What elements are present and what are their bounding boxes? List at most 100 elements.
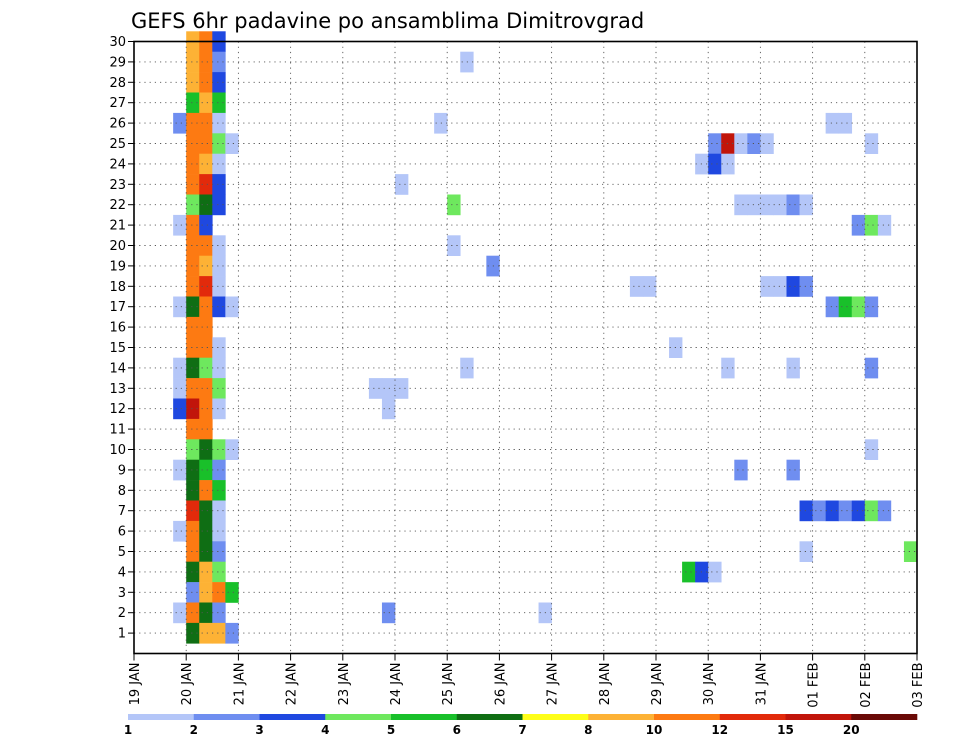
heatmap-cell-m24-d11 (708, 153, 722, 175)
y-tick-label: 4 (118, 565, 126, 580)
heatmap-cell-m14-d1 (186, 357, 200, 379)
heatmap-cell-m25-d11 (708, 133, 722, 154)
heatmap-cell-m17-d1.75 (225, 296, 239, 318)
heatmap-cell-m7-d13.5 (838, 500, 853, 522)
legend-swatch-10 (785, 714, 852, 720)
grid-lines (134, 41, 917, 654)
y-tick-label: 5 (118, 545, 126, 560)
heatmap-cell-m22-d1 (186, 194, 200, 216)
heatmap-cell-m7-d13 (812, 500, 826, 522)
heatmap-cell-m7-d14 (864, 500, 879, 522)
heatmap-cell-m21-d0.75 (173, 214, 187, 236)
heatmap-cell-m7-d1 (186, 500, 200, 522)
heatmap-cell-m4-d1.25 (199, 561, 213, 583)
heatmap-cell-m4-d1 (186, 561, 200, 583)
x-tick-label: 21 JAN (232, 663, 247, 706)
heatmap-cell-m5-d14.75 (903, 541, 918, 562)
y-tick-label: 10 (109, 443, 126, 458)
heatmap-cell-m10-d1 (186, 439, 200, 460)
x-tick-label: 22 JAN (285, 663, 300, 706)
heatmap-cell-m14-d1.5 (212, 357, 226, 379)
heatmap-cell-m9-d1 (186, 459, 200, 481)
heatmap-cell-m2-d1.25 (199, 602, 213, 624)
heatmap-cell-m20-d1 (186, 235, 200, 256)
heatmap-cell-m16-d1.25 (199, 316, 213, 338)
y-tick-label: 26 (109, 117, 126, 132)
heatmap-cell-m7-d13.25 (825, 500, 839, 522)
y-tick-label: 19 (109, 259, 126, 274)
heatmap-cell-m6-d0.75 (173, 520, 187, 542)
heatmap-cell-m18-d1.25 (199, 276, 213, 297)
heatmap-cell-m25-d1 (186, 133, 200, 154)
heatmap-cell-m15-d1.25 (199, 337, 213, 358)
heatmap-cell-m17-d1.25 (199, 296, 213, 318)
heatmap-cell-m13-d1.5 (212, 378, 226, 399)
heatmap-cell-m21-d14.25 (877, 214, 892, 236)
color-legend: 1 2 3 4 5 6 7 8 10 12 15 20 (124, 714, 918, 737)
heatmap-cell-m3-d1.25 (199, 582, 213, 603)
heatmap-cell-m18-d1.5 (212, 276, 226, 297)
heatmap-cell-m3-d1.75 (225, 582, 239, 603)
x-tick-label: 03 FEB (911, 663, 926, 708)
legend-label-5: 6 (453, 723, 461, 737)
heatmap-cell-m15-d1.5 (212, 337, 226, 358)
x-tick-label: 19 JAN (128, 663, 143, 706)
heatmap-cell-m1-d1.5 (212, 622, 226, 644)
heatmap-cell-m14-d12.5 (786, 357, 800, 379)
heatmap-cell-m22-d6 (447, 194, 461, 216)
y-tick-label: 6 (118, 525, 126, 540)
heatmap-cell-m26-d13.25 (825, 112, 839, 134)
heatmap-cell-m22-d12 (760, 194, 774, 216)
legend-swatch-4 (391, 714, 458, 720)
heatmap-cell-m13-d1.25 (199, 378, 213, 399)
heatmap-cell-m8-d1.5 (212, 480, 226, 501)
y-tick-label: 20 (109, 239, 126, 254)
heatmap-cell-m10-d1.25 (199, 439, 213, 460)
y-tick-label: 3 (118, 586, 126, 601)
y-tick-label: 28 (109, 76, 126, 91)
x-tick-label: 30 JAN (702, 663, 717, 706)
heatmap-cell-m6-d1 (186, 520, 200, 542)
heatmap-cell-m13-d4.75 (381, 378, 396, 399)
heatmap-cell-m17-d1 (186, 296, 200, 318)
heatmap-cell-m9-d1.25 (199, 459, 213, 481)
x-tick-label: 23 JAN (337, 663, 352, 706)
heatmap-cell-m23-d1.25 (199, 174, 213, 195)
heatmap-cell-m26-d1 (186, 112, 200, 134)
heatmap-cell-m21-d1 (186, 214, 200, 236)
heatmap-cell-m7-d13.75 (851, 500, 866, 522)
heatmap-cell-m5-d12.75 (799, 541, 813, 562)
heatmap-cell-m7-d1.5 (212, 500, 226, 522)
y-tick-label: 25 (109, 137, 126, 152)
heatmap-cell-m13-d1 (186, 378, 200, 399)
x-tick-label: 01 FEB (807, 663, 822, 708)
heatmap-cell-m19-d1 (186, 255, 200, 277)
heatmap-cell-m28-d1.25 (199, 72, 213, 93)
heatmap-cell-m9-d11.5 (734, 459, 748, 481)
heatmap-cell-m13-d0.75 (173, 378, 187, 399)
heatmap-cell-m18-d9.5 (629, 276, 644, 297)
heatmap-cell-m9-d1.5 (212, 459, 226, 481)
y-tick-label: 13 (109, 382, 126, 397)
heatmap-cell-m21-d1.25 (199, 214, 213, 236)
legend-label-3: 4 (321, 723, 329, 737)
heatmap-cell-m3-d1.5 (212, 582, 226, 603)
y-tick-label: 14 (109, 361, 126, 376)
heatmap-cell-m12-d1.25 (199, 398, 213, 420)
heatmap-cell-m14-d14 (864, 357, 879, 379)
x-tick-label: 29 JAN (650, 663, 665, 706)
heatmap-cell-m1-d1 (186, 622, 200, 644)
heatmap-cell-m6-d1.5 (212, 520, 226, 542)
heatmap-cell-m17-d1.5 (212, 296, 226, 318)
heatmap-cell-m7-d1.25 (199, 500, 213, 522)
heatmap-cell-m1-d1.25 (199, 622, 213, 644)
heatmap-cell-m25-d1.75 (225, 133, 239, 154)
heatmap-cell-m24-d1 (186, 153, 200, 175)
heatmap-cell-m27-d1.5 (212, 92, 226, 114)
heatmap-cell-m18-d12 (760, 276, 774, 297)
heatmap-cell-m20-d1.5 (212, 235, 226, 256)
y-tick-label: 11 (109, 423, 126, 438)
heatmap-cell-m9-d0.75 (173, 459, 187, 481)
legend-swatch-8 (654, 714, 721, 720)
heatmap-cell-m26-d13.5 (838, 112, 853, 134)
